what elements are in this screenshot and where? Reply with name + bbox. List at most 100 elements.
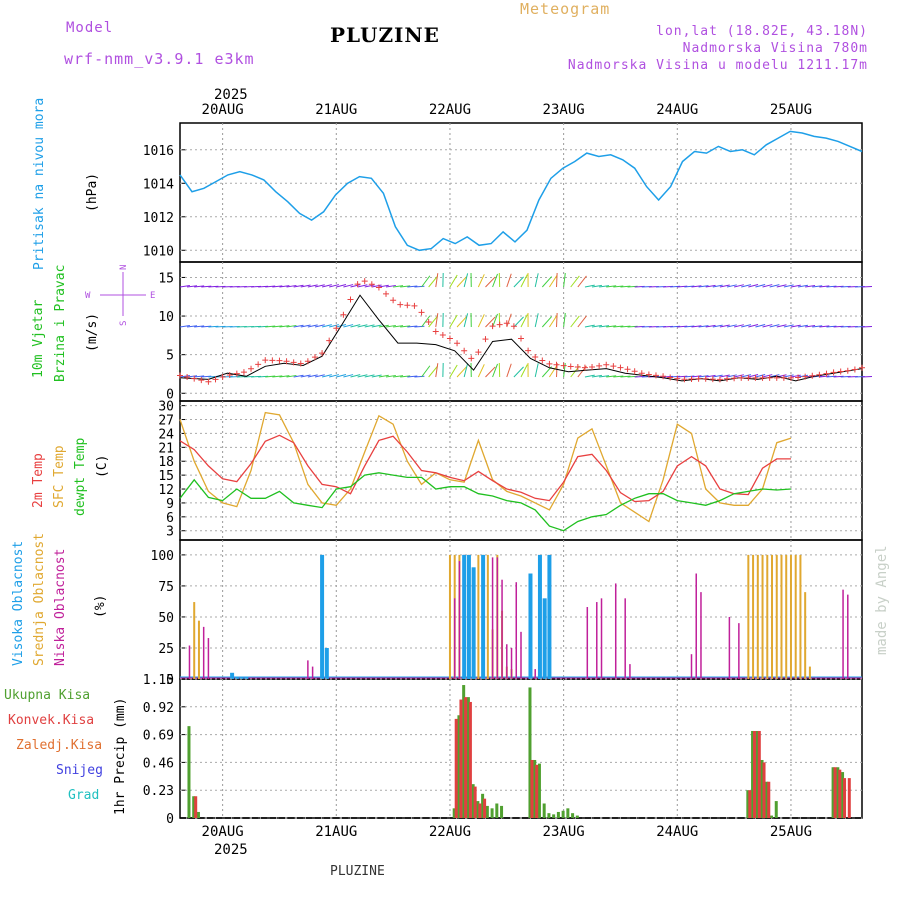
wind-arrow: [833, 375, 844, 378]
wind-arrow: [201, 285, 212, 288]
precip-bar: [838, 769, 842, 818]
cloud-bar-high: [537, 554, 542, 679]
wind-arrow: [400, 285, 411, 288]
precip-bar: [192, 796, 196, 818]
wind-arrow: [548, 364, 558, 378]
wind-marker: [475, 349, 482, 356]
wind-arrow: [719, 374, 730, 378]
tick-label: 18: [158, 455, 174, 470]
wind-arrow: [364, 374, 375, 378]
wind-arrow: [456, 366, 467, 378]
date-label-top: 24AUG: [656, 102, 698, 118]
wind-marker: [738, 374, 745, 381]
wind-arrow: [435, 363, 439, 378]
coords-text: lon,lat (18.82E, 43.18N): [656, 24, 868, 39]
precip-bar: [765, 781, 769, 818]
cloud-bar: [789, 554, 792, 679]
wind-marker: [425, 318, 432, 325]
wind-marker: [404, 302, 411, 309]
wind-arrow: [584, 324, 595, 328]
wind-marker: [432, 328, 439, 335]
tick-label: 0.23: [143, 784, 174, 799]
date-label-bottom: 25AUG: [770, 824, 812, 840]
cloud-bar: [311, 666, 314, 679]
wind-arrow: [350, 324, 361, 328]
wind-arrow: [790, 374, 801, 378]
wind-barbs: [179, 272, 873, 378]
wind-marker: [454, 340, 461, 347]
wind-arrow: [407, 285, 418, 288]
precip-bar: [533, 759, 537, 818]
precip-bar: [485, 805, 489, 818]
cloud-bar: [458, 561, 461, 679]
wind-arrow: [734, 324, 744, 328]
cloud-bar: [239, 676, 244, 679]
wind-marker: [830, 369, 837, 376]
date-label-bottom: 21AUG: [315, 824, 357, 840]
wind-arrow: [812, 285, 823, 288]
tick-label: 1.15: [143, 673, 174, 688]
cloud-bar: [847, 594, 849, 679]
wind-arrow: [805, 285, 816, 288]
wind-marker: [645, 371, 652, 378]
wind-arrow: [741, 324, 752, 328]
wind-marker: [724, 375, 731, 382]
wind-arrow: [534, 363, 539, 378]
wind-arrow: [513, 276, 524, 288]
wind-marker: [262, 357, 269, 364]
wind-arrow: [485, 366, 496, 378]
wind-arrow: [584, 284, 595, 288]
tick-label: 0.92: [143, 701, 174, 716]
cloud-bar: [534, 669, 536, 679]
wind-arrow: [712, 374, 723, 378]
wind-arrow: [556, 312, 558, 328]
cloud-bar: [453, 598, 456, 679]
wind-marker: [503, 320, 510, 327]
panel-frames: [179, 122, 863, 819]
wind-marker: [368, 281, 375, 288]
wind-arrow: [548, 274, 558, 288]
wind-arrow: [307, 324, 318, 328]
wind-arrow: [705, 324, 716, 328]
wind-arrow: [293, 374, 304, 378]
wind-marker: [581, 364, 588, 371]
wind-arrow: [783, 324, 794, 328]
precip-bar: [770, 815, 774, 818]
wind-marker: [255, 361, 262, 368]
wind-arrow: [563, 273, 566, 288]
wind-arrow: [762, 374, 773, 378]
wind-arrow: [371, 374, 382, 378]
wind-arrow: [463, 363, 469, 378]
wind-arrow: [719, 324, 730, 328]
wind-arrow: [279, 285, 290, 288]
precip-unit: 1hr Precip (mm): [113, 698, 128, 815]
cloud-bar: [515, 582, 518, 679]
cloud-bar: [207, 638, 210, 679]
wind-arrow: [570, 315, 580, 328]
wind-marker: [702, 375, 709, 382]
wind-arrow: [314, 324, 325, 328]
wind-arrow: [812, 325, 823, 328]
cloud-bar: [448, 554, 451, 679]
precip-bar: [187, 726, 191, 818]
wind-marker: [361, 278, 368, 285]
cloud-bar: [596, 602, 598, 679]
date-label-top: 21AUG: [315, 102, 357, 118]
wind-arrow: [534, 273, 539, 288]
wind-arrow: [712, 324, 723, 328]
cloud-bar: [761, 554, 764, 679]
precip-bar: [530, 759, 534, 818]
wind-arrow: [293, 284, 304, 288]
cloud-bar: [700, 592, 702, 679]
wind-arrow: [385, 324, 396, 328]
wind-arrow: [300, 374, 311, 378]
wind-arrow: [435, 313, 439, 328]
precip-bar: [500, 805, 504, 818]
compass-s: S: [119, 321, 129, 326]
wind-arrow: [620, 325, 631, 328]
station-title: PLUZINE: [330, 23, 440, 47]
year-top: 2025: [214, 87, 248, 103]
2m-temp-line: [179, 434, 791, 503]
tick-label: 6: [166, 511, 174, 526]
wind-arrow: [790, 324, 801, 328]
